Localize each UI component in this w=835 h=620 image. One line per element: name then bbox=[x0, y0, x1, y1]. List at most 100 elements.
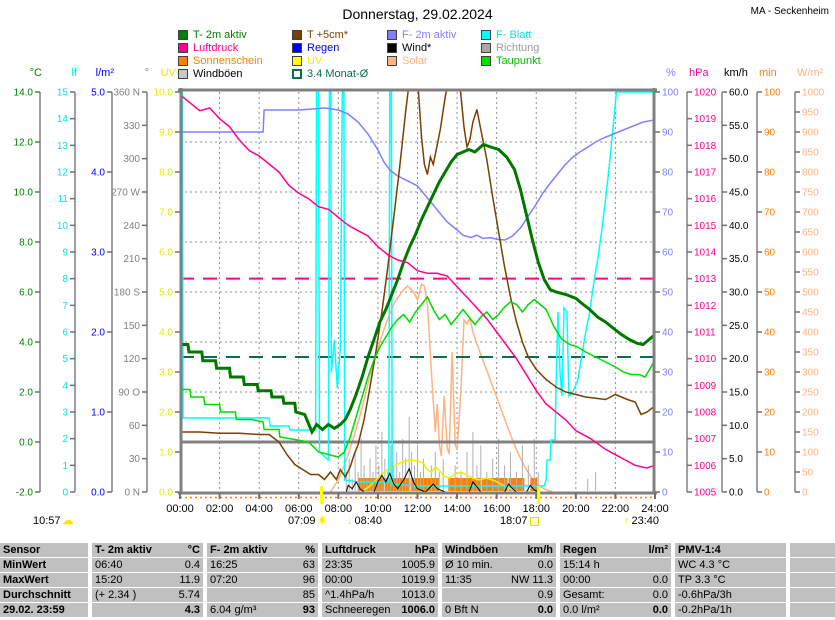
legend-label: Richtung bbox=[496, 41, 540, 54]
column-header: PMV-1:4 bbox=[678, 544, 721, 556]
legend-swatch-icon bbox=[387, 29, 397, 40]
svg-text:400: 400 bbox=[802, 328, 819, 339]
svg-text:1011: 1011 bbox=[694, 328, 716, 339]
svg-text:240: 240 bbox=[123, 221, 140, 232]
legend-item-f-2m-aktiv: F- 2m aktiv bbox=[387, 28, 481, 41]
svg-text:0.0: 0.0 bbox=[159, 488, 173, 499]
svg-text:0.0: 0.0 bbox=[729, 488, 743, 499]
svg-text:1016: 1016 bbox=[694, 194, 717, 205]
legend-swatch-icon bbox=[178, 29, 188, 40]
legend-label: Taupunkt bbox=[496, 54, 541, 67]
svg-text:4.0: 4.0 bbox=[19, 338, 33, 349]
svg-text:0.0: 0.0 bbox=[91, 488, 105, 499]
svg-text:60: 60 bbox=[129, 421, 141, 432]
legend-label: Windböen bbox=[193, 67, 243, 80]
sunset-time: 18:07 bbox=[500, 515, 528, 527]
svg-text:18:00: 18:00 bbox=[522, 503, 550, 515]
svg-text:2.0: 2.0 bbox=[91, 328, 105, 339]
svg-text:1006: 1006 bbox=[694, 461, 717, 472]
svg-text:2: 2 bbox=[62, 434, 68, 445]
axis-hpa: 1020 1019 1018 1017 1016 1015 1014 1013 1012 1011… bbox=[686, 67, 717, 499]
arrow-up-icon: ↑ bbox=[624, 514, 630, 527]
svg-text:0 N: 0 N bbox=[124, 488, 140, 499]
legend-label: UV bbox=[307, 54, 323, 67]
cell-info: WC 4.3 °C bbox=[678, 559, 731, 571]
svg-text:1.0: 1.0 bbox=[159, 448, 173, 459]
weather-chart: 14.012.010.08.06.04.02.00.0-2.0°C1514131… bbox=[14, 67, 825, 515]
page-title: Donnerstag, 29.02.2024 bbox=[342, 6, 493, 22]
svg-text:100: 100 bbox=[764, 88, 781, 99]
svg-text:90 O: 90 O bbox=[118, 388, 140, 399]
column-unit: % bbox=[305, 544, 315, 556]
axis-unit-hpa: hPa bbox=[689, 67, 709, 79]
sun-icon: ☀ bbox=[317, 514, 328, 527]
svg-text:12.0: 12.0 bbox=[14, 138, 34, 149]
legend-label: 3.4 Monat-Ø bbox=[307, 67, 369, 80]
svg-text:600: 600 bbox=[802, 248, 819, 259]
axis-wm2: 1000950900850800750700650600550500450400… bbox=[794, 67, 825, 499]
svg-text:24:00: 24:00 bbox=[641, 503, 669, 515]
svg-text:02:00: 02:00 bbox=[206, 503, 234, 515]
svg-text:50: 50 bbox=[764, 288, 776, 299]
legend-item-richtung: Richtung bbox=[481, 41, 611, 54]
svg-text:10.0: 10.0 bbox=[154, 88, 174, 99]
chart-legend: T- 2m aktiv T +5cm* F- 2m aktiv F- Blatt Luf… bbox=[178, 28, 611, 80]
svg-text:9: 9 bbox=[62, 248, 68, 259]
legend-swatch-icon bbox=[178, 42, 188, 53]
cell-value: 0.0 bbox=[537, 604, 553, 616]
cell-value: 5.74 bbox=[178, 589, 200, 601]
column-header: F- 2m aktiv bbox=[210, 544, 268, 556]
svg-text:4.0: 4.0 bbox=[159, 328, 173, 339]
svg-text:300: 300 bbox=[123, 154, 140, 165]
row-label: MaxWert bbox=[0, 573, 88, 587]
cell-value: 0.0 bbox=[537, 559, 553, 571]
cell-info: Gesamt: bbox=[563, 589, 605, 601]
series-group bbox=[181, 89, 654, 493]
cell-info: Schneeregen bbox=[325, 604, 391, 616]
legend-item-regen: Regen bbox=[292, 41, 387, 54]
svg-text:350: 350 bbox=[802, 348, 819, 359]
legend-item-luftdruck: Luftdruck bbox=[178, 41, 292, 54]
cell-info: 23:35 bbox=[325, 559, 353, 571]
svg-text:50.0: 50.0 bbox=[729, 154, 749, 165]
series-taupunkt bbox=[181, 295, 654, 458]
svg-text:180 S: 180 S bbox=[114, 288, 140, 299]
svg-text:7.0: 7.0 bbox=[159, 208, 173, 219]
column-header: T- 2m aktiv bbox=[95, 544, 152, 556]
svg-text:25.0: 25.0 bbox=[729, 321, 749, 332]
series-f-2m bbox=[181, 107, 654, 241]
legend-item-wind-: Wind* bbox=[387, 41, 481, 54]
cell-info: 0 Bft N bbox=[445, 604, 479, 616]
svg-text:90: 90 bbox=[764, 128, 776, 139]
svg-text:50: 50 bbox=[802, 468, 814, 479]
axis-degrees: 360 N 330 300 270 W 240 210 180 S 150 120 90 O 60 3… bbox=[111, 67, 149, 499]
svg-text:14: 14 bbox=[57, 114, 69, 125]
column-header: Luftdruck bbox=[325, 544, 376, 556]
svg-text:250: 250 bbox=[802, 388, 819, 399]
svg-text:3.0: 3.0 bbox=[91, 248, 105, 259]
legend-item-sonnenschein: Sonnenschein bbox=[178, 54, 292, 67]
legend-swatch-icon bbox=[387, 55, 397, 66]
svg-text:20: 20 bbox=[764, 408, 776, 419]
cell-info: TP 3.3 °C bbox=[678, 574, 726, 586]
sunrise-marker: 07:09 ☀ bbox=[288, 515, 327, 527]
cloud-icon: ☁ bbox=[62, 514, 74, 527]
svg-text:1008: 1008 bbox=[694, 408, 717, 419]
table-column-regen: Regen l/m² 15:14 h 00:00 0.0 Gesamt: 0.0 0.0 l/… bbox=[560, 543, 671, 617]
legend-label: F- Blatt bbox=[496, 28, 532, 41]
legend-swatch-icon bbox=[292, 55, 302, 66]
arrow-down-icon: ↓ bbox=[347, 514, 353, 527]
cell-info: 07:20 bbox=[210, 574, 238, 586]
svg-text:1018: 1018 bbox=[694, 141, 717, 152]
svg-text:40: 40 bbox=[764, 328, 776, 339]
legend-swatch-icon bbox=[292, 42, 302, 53]
svg-text:6.0: 6.0 bbox=[159, 248, 173, 259]
legend-label: Wind* bbox=[402, 41, 432, 54]
cell-info: 15:14 h bbox=[563, 559, 600, 571]
cell-value: 1006.0 bbox=[401, 604, 435, 616]
moonrise-marker: ↑ 23:40 bbox=[624, 515, 659, 527]
svg-text:40.0: 40.0 bbox=[729, 221, 749, 232]
svg-text:0: 0 bbox=[802, 488, 808, 499]
legend-label: Sonnenschein bbox=[193, 54, 263, 67]
